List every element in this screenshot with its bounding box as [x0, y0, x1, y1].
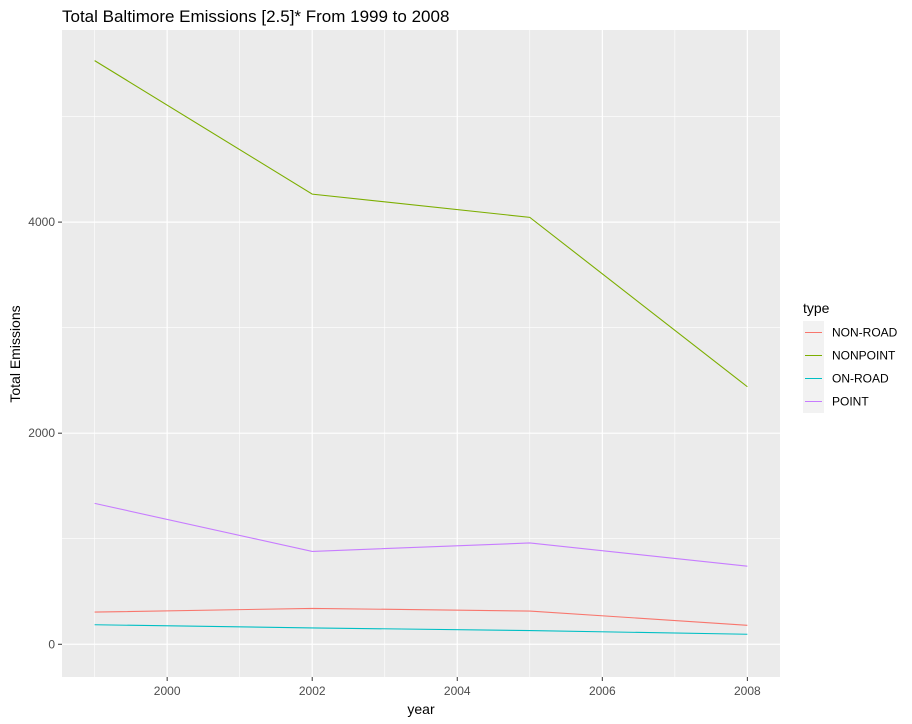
- legend: type NON-ROAD NONPOINT ON-ROAD POINT: [803, 300, 898, 413]
- series-line-nonpoint: [94, 60, 748, 388]
- y-tick-label: 4000: [28, 215, 55, 229]
- series-line-non-road: [94, 607, 748, 626]
- x-axis: 2000 2002 2004 2006 2008: [154, 677, 761, 698]
- chart-title: Total Baltimore Emissions [2.5]* From 19…: [62, 7, 449, 26]
- series-line-point: [94, 502, 748, 567]
- legend-title: type: [803, 300, 830, 316]
- legend-label-nonpoint: NONPOINT: [832, 349, 896, 363]
- y-tick-label: 2000: [28, 426, 55, 440]
- series-line-on-road: [94, 624, 748, 635]
- grid-major: [62, 30, 780, 677]
- x-tick-label: 2004: [444, 684, 471, 698]
- legend-label-non-road: NON-ROAD: [832, 326, 898, 340]
- x-axis-title: year: [407, 701, 435, 717]
- grid-minor: [62, 30, 780, 677]
- series-lines: [94, 60, 748, 635]
- y-tick-label: 0: [48, 637, 55, 651]
- x-tick-label: 2000: [154, 684, 181, 698]
- y-axis: 0 2000 4000: [28, 215, 62, 651]
- legend-label-on-road: ON-ROAD: [832, 372, 889, 386]
- x-tick-label: 2002: [299, 684, 326, 698]
- legend-items: NON-ROAD NONPOINT ON-ROAD POINT: [803, 321, 898, 413]
- plot-panel: [62, 30, 780, 677]
- x-tick-label: 2008: [734, 684, 761, 698]
- x-tick-label: 2006: [589, 684, 616, 698]
- legend-label-point: POINT: [832, 395, 869, 409]
- y-axis-title: Total Emissions: [7, 305, 23, 402]
